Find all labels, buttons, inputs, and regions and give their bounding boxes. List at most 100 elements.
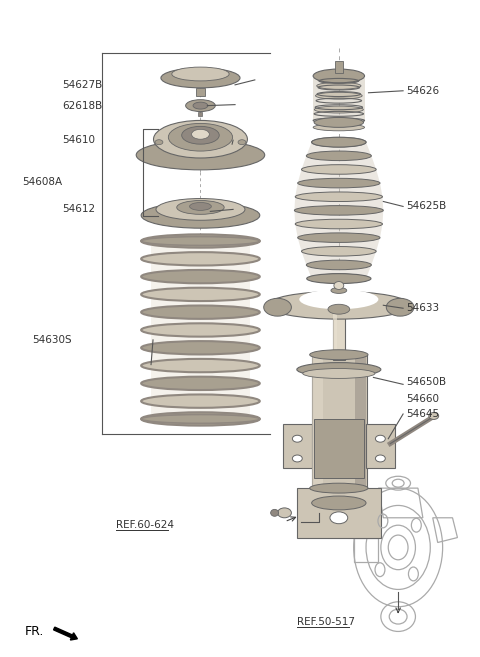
Ellipse shape <box>328 304 350 314</box>
Ellipse shape <box>141 341 260 354</box>
Polygon shape <box>151 246 250 414</box>
Text: 54610: 54610 <box>62 135 95 145</box>
Ellipse shape <box>190 202 211 210</box>
Ellipse shape <box>141 323 260 336</box>
Ellipse shape <box>306 260 372 270</box>
Bar <box>333 290 345 359</box>
Text: 54650B: 54650B <box>406 377 446 388</box>
Ellipse shape <box>267 292 410 319</box>
Bar <box>355 355 366 488</box>
Ellipse shape <box>331 288 347 294</box>
Ellipse shape <box>141 288 260 301</box>
Ellipse shape <box>307 274 371 284</box>
Ellipse shape <box>330 512 348 524</box>
Polygon shape <box>313 78 364 122</box>
Ellipse shape <box>177 200 224 214</box>
Bar <box>297 488 381 537</box>
Ellipse shape <box>136 140 264 170</box>
Ellipse shape <box>303 369 375 378</box>
Ellipse shape <box>310 350 368 359</box>
Ellipse shape <box>238 140 246 145</box>
Ellipse shape <box>141 394 260 408</box>
Ellipse shape <box>168 124 233 151</box>
Ellipse shape <box>301 246 376 256</box>
Ellipse shape <box>141 270 260 283</box>
Text: 54633: 54633 <box>406 304 439 313</box>
FancyArrow shape <box>54 627 77 640</box>
Text: 54645: 54645 <box>406 409 439 419</box>
Ellipse shape <box>319 74 359 81</box>
Ellipse shape <box>141 202 260 228</box>
Ellipse shape <box>141 376 260 390</box>
Ellipse shape <box>172 67 229 81</box>
Ellipse shape <box>294 206 384 215</box>
Ellipse shape <box>317 82 361 89</box>
Ellipse shape <box>297 363 381 376</box>
Ellipse shape <box>318 76 360 83</box>
Ellipse shape <box>292 455 302 462</box>
Text: 54612: 54612 <box>62 204 95 214</box>
Ellipse shape <box>295 192 383 202</box>
Text: REF.50-517: REF.50-517 <box>297 616 355 627</box>
Ellipse shape <box>156 198 245 220</box>
Ellipse shape <box>141 415 260 423</box>
Bar <box>333 290 337 359</box>
Text: REF.60-624: REF.60-624 <box>117 520 174 530</box>
Ellipse shape <box>264 298 291 316</box>
Polygon shape <box>294 142 384 279</box>
Ellipse shape <box>312 137 366 147</box>
Ellipse shape <box>375 455 385 462</box>
Ellipse shape <box>193 102 208 109</box>
Ellipse shape <box>314 118 363 127</box>
Text: 54660: 54660 <box>406 394 439 404</box>
Ellipse shape <box>141 306 260 319</box>
Text: 62618B: 62618B <box>62 101 102 110</box>
Ellipse shape <box>301 165 376 174</box>
Ellipse shape <box>312 496 366 510</box>
Ellipse shape <box>141 235 260 248</box>
Polygon shape <box>314 419 363 478</box>
Ellipse shape <box>334 282 344 290</box>
Bar <box>199 112 203 116</box>
Text: 54608A: 54608A <box>23 177 63 187</box>
Ellipse shape <box>313 69 364 83</box>
Ellipse shape <box>295 219 383 229</box>
Ellipse shape <box>186 100 216 112</box>
Ellipse shape <box>292 435 302 442</box>
Bar <box>335 61 343 73</box>
Ellipse shape <box>298 233 380 242</box>
Ellipse shape <box>312 274 366 283</box>
Text: 54625B: 54625B <box>406 202 446 212</box>
Ellipse shape <box>306 151 372 160</box>
Ellipse shape <box>271 509 278 516</box>
Bar <box>195 88 205 96</box>
Ellipse shape <box>313 124 364 131</box>
Text: FR.: FR. <box>24 625 44 638</box>
Text: 54626: 54626 <box>406 86 439 96</box>
Ellipse shape <box>182 126 219 144</box>
Ellipse shape <box>315 92 362 99</box>
Ellipse shape <box>141 359 260 373</box>
Ellipse shape <box>277 508 291 518</box>
Ellipse shape <box>154 120 247 158</box>
Text: 54630S: 54630S <box>33 335 72 345</box>
Ellipse shape <box>310 483 368 493</box>
Bar <box>312 355 323 488</box>
Ellipse shape <box>386 298 414 316</box>
Text: 54627B: 54627B <box>62 80 102 90</box>
Ellipse shape <box>141 237 260 246</box>
Ellipse shape <box>192 129 209 139</box>
Bar <box>312 355 367 488</box>
Polygon shape <box>283 424 312 468</box>
Ellipse shape <box>161 68 240 88</box>
Ellipse shape <box>298 178 380 188</box>
Ellipse shape <box>314 106 363 113</box>
Ellipse shape <box>312 137 366 147</box>
Ellipse shape <box>429 413 439 419</box>
Polygon shape <box>366 424 395 468</box>
Ellipse shape <box>141 413 260 426</box>
Ellipse shape <box>300 290 378 309</box>
Ellipse shape <box>375 435 385 442</box>
Ellipse shape <box>155 140 163 145</box>
Ellipse shape <box>141 252 260 265</box>
